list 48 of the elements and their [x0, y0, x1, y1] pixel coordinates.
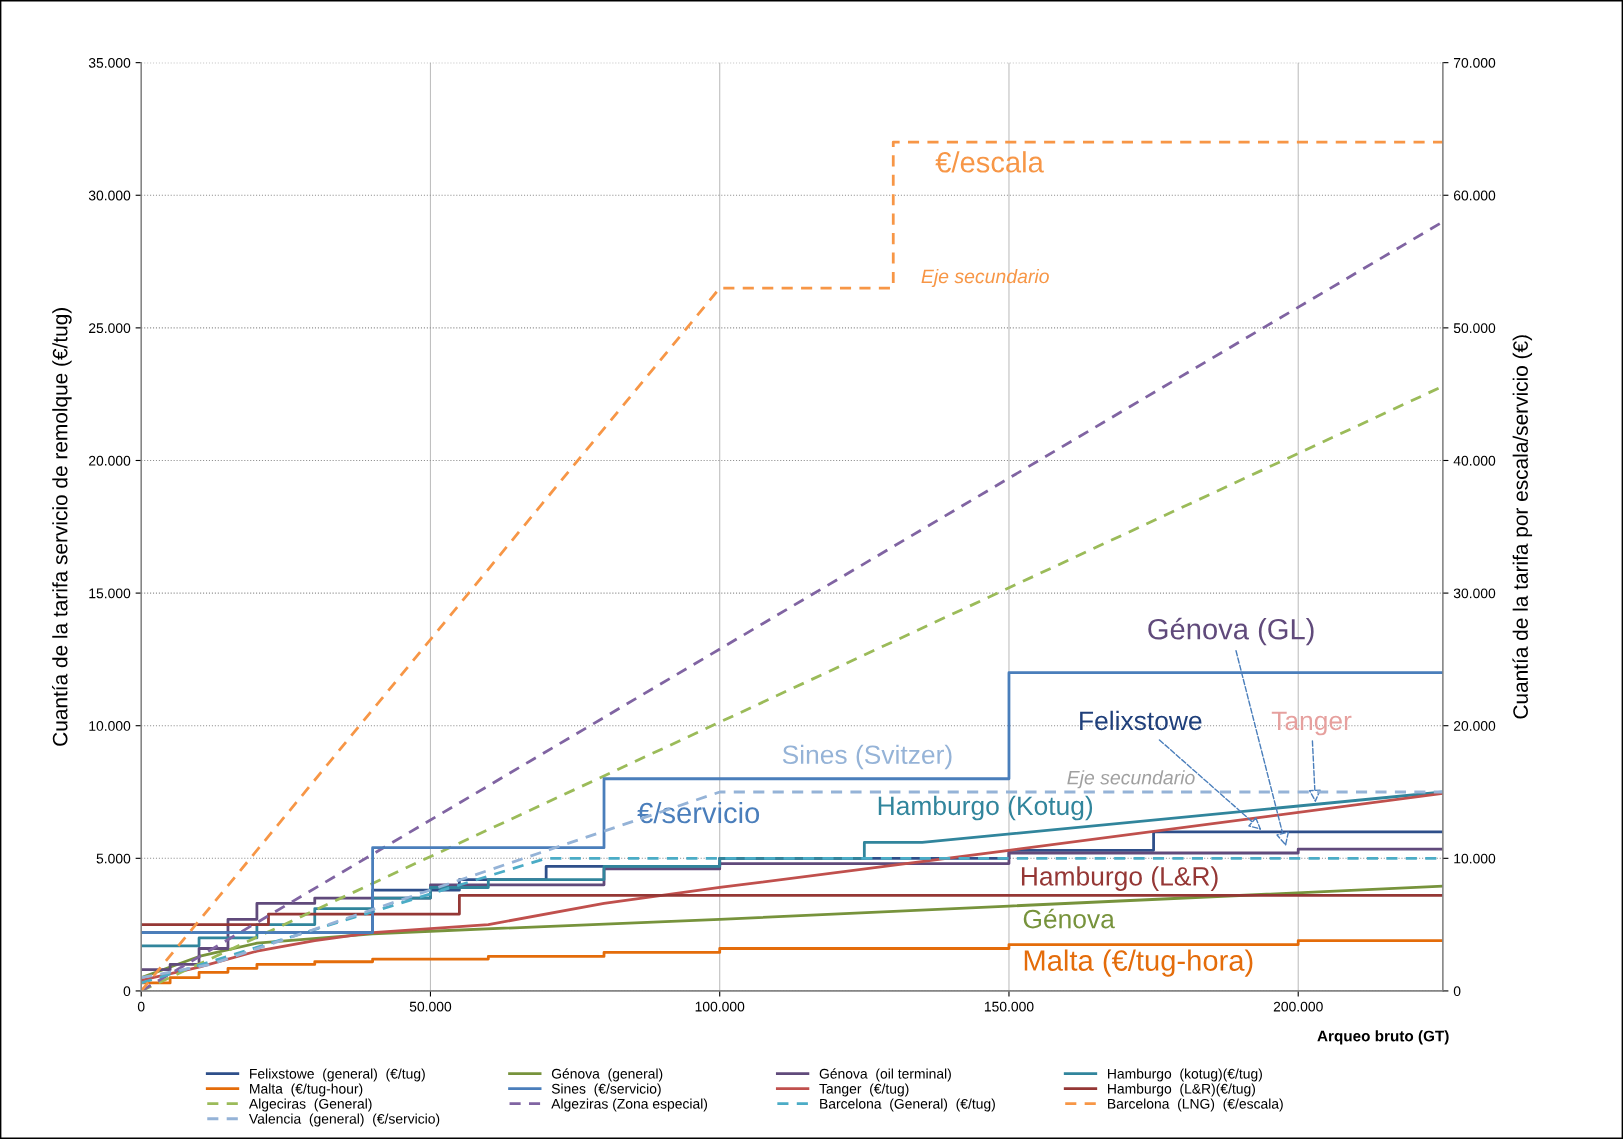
legend-label: Hamburgo (L&R)(€/tug): [1108, 1083, 1255, 1097]
x-tick-label: 200.000: [1273, 1001, 1323, 1012]
legend-label: Barcelona (General) (€/tug): [820, 1098, 995, 1112]
annotation: Hamburgo (Kotug): [878, 795, 1093, 821]
annotation: Eje secundario: [1067, 770, 1195, 789]
y-tick-label: 30.000: [88, 190, 131, 201]
annotation: €/escala: [935, 151, 1044, 173]
legend-label: Algeziras (Zona especial): [551, 1098, 708, 1112]
y2-tick-label: 30.000: [1453, 588, 1496, 599]
legend-label: Hamburgo (kotug)(€/tug): [1108, 1068, 1262, 1082]
legend-label: Génova (general): [551, 1068, 663, 1082]
y2-tick-label: 70.000: [1453, 57, 1496, 68]
y2-tick-label: 40.000: [1453, 455, 1496, 466]
legend-label: Sines (€/servicio): [551, 1083, 661, 1097]
legend-label: Barcelona (LNG) (€/escala): [1108, 1098, 1283, 1112]
y-tick-label: 35.000: [88, 57, 131, 68]
y2-tick-label: 50.000: [1453, 323, 1496, 334]
x-tick-label: 100.000: [695, 1001, 745, 1012]
x-tick-label: 150.000: [984, 1001, 1034, 1012]
annotation: Felixstowe: [1080, 710, 1202, 731]
y2-tick-label: 0: [1453, 986, 1461, 997]
x-axis-title: Arqueo bruto (GT): [1317, 1030, 1449, 1045]
annotation: Tanger: [1271, 711, 1352, 736]
y-tick-label: 25.000: [89, 323, 131, 334]
y2-axis-title: Cuantía de la tarifa por escala/servicio (€): [1512, 335, 1533, 719]
x-tick-label: 0: [137, 1001, 145, 1012]
annotation: Malta (€/tug-hora): [1024, 949, 1253, 977]
y-tick-label: 0: [123, 986, 131, 997]
x-tick-label: 50.000: [409, 1001, 452, 1012]
y2-tick-label: 10.000: [1454, 853, 1496, 864]
y2-tick-label: 60.000: [1453, 190, 1496, 201]
annotation: Eje secundario: [921, 268, 1049, 288]
legend-label: Génova (oil terminal): [819, 1068, 951, 1082]
y-axis-title: Cuantía de la tarifa servicio de remolque (€/tug): [51, 308, 72, 746]
annotation: Sines (Svitzer): [782, 744, 952, 770]
y-tick-label: 15.000: [89, 588, 131, 599]
legend-label: Valencia (general) (€/servicio): [248, 1113, 440, 1127]
annotation: Génova (GL): [1148, 617, 1314, 646]
y-tick-label: 20.000: [89, 455, 131, 466]
legend-label: Algeciras (General): [248, 1098, 372, 1112]
y-tick-label: 5.000: [96, 853, 131, 864]
y2-tick-label: 20.000: [1453, 721, 1496, 731]
legend-label: Malta (€/tug-hour): [250, 1083, 363, 1097]
annotation: Hamburgo (L&R): [1021, 866, 1218, 891]
y-tick-label: 10.000: [89, 721, 131, 731]
annotation: Génova: [1023, 908, 1115, 929]
legend-label: Tanger (€/tug): [819, 1083, 909, 1097]
legend-label: Felixstowe (general) (€/tug): [250, 1068, 425, 1082]
